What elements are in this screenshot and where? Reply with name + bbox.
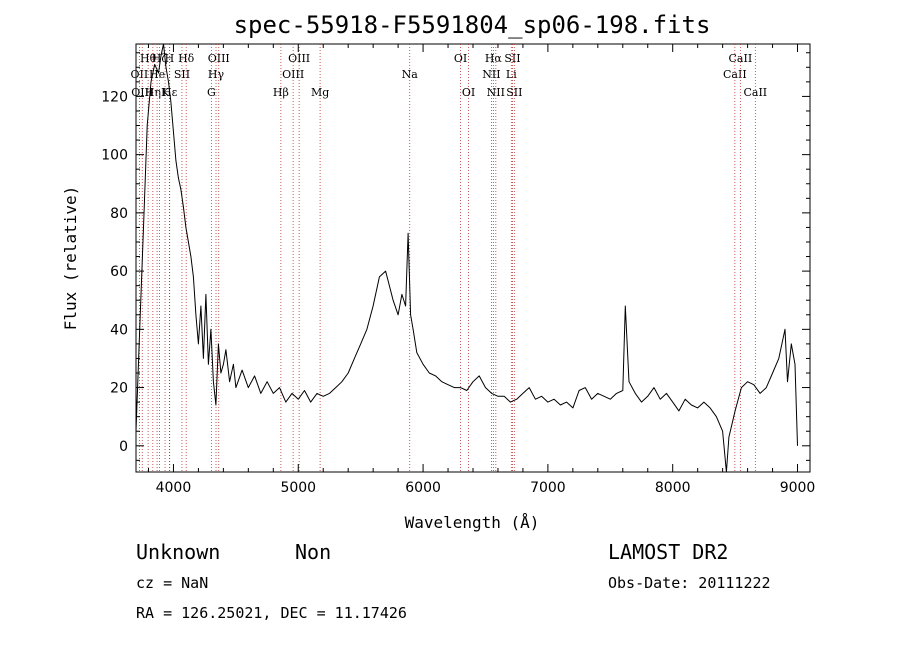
line-marker-label: OII [131, 68, 149, 81]
emission-line-markers: OIIOIIIHθHηHeHζKHHεSIIHδGHγOIIIHβOIIIOII… [131, 44, 767, 472]
x-tick-label: 5000 [280, 480, 316, 496]
y-tick-label: 80 [110, 206, 128, 222]
y-axis-label: Flux (relative) [61, 186, 80, 331]
line-marker-label: SII [506, 86, 522, 99]
redshift-text: cz = NaN [136, 574, 208, 592]
line-marker-label: Hη [145, 86, 161, 99]
info-block: Unknown Non LAMOST DR2 cz = NaN Obs-Date… [136, 540, 771, 622]
x-tick-label: 7000 [530, 480, 566, 496]
line-marker-label: CaII [729, 52, 753, 65]
line-marker-label: OI [462, 86, 475, 99]
line-marker-label: CaII [743, 86, 767, 99]
spectrum-line [135, 43, 798, 473]
survey-text: LAMOST DR2 [608, 540, 728, 564]
spectrum-series [135, 43, 798, 473]
x-tick-label: 6000 [405, 480, 441, 496]
plot-frame [135, 43, 811, 473]
chart-title: spec-55918-F5591804_sp06-198.fits [234, 11, 711, 39]
line-marker-label: NII [487, 86, 505, 99]
line-marker-label: K [161, 86, 170, 99]
y-tick-label: 60 [110, 264, 128, 280]
line-marker-label: Hθ [140, 52, 157, 65]
axis-ticks: 4000 5000 6000 7000 8000 9000 0 20 40 60 80 100 120 [101, 44, 815, 496]
line-marker-label: NII [482, 68, 500, 81]
x-tick-label: 8000 [655, 480, 691, 496]
subclass-text: Non [295, 540, 331, 564]
x-tick-label: 4000 [156, 480, 192, 496]
y-tick-label: 0 [119, 439, 128, 455]
line-marker-label: Hβ [273, 86, 289, 99]
obs-date-text: Obs-Date: 20111222 [608, 574, 771, 592]
line-marker-label: H [165, 52, 175, 65]
line-marker-label: Hζ [152, 52, 168, 65]
line-marker-label: Hα [485, 52, 503, 65]
x-axis-label: Wavelength (Å) [405, 513, 540, 532]
line-marker-label: Na [402, 68, 419, 81]
classification-text: Unknown [136, 540, 220, 564]
line-marker-label: CaII [723, 68, 747, 81]
line-marker-label: G [207, 86, 216, 99]
line-marker-label: OIII [282, 68, 304, 81]
line-marker-label: Hδ [178, 52, 195, 65]
y-tick-label: 120 [101, 89, 128, 105]
line-marker-label: OIII [288, 52, 310, 65]
line-marker-label: OIII [208, 52, 230, 65]
plot-area: OIIOIIIHθHηHeHζKHHεSIIHδGHγOIIIHβOIIIOII… [101, 43, 815, 496]
coordinates-text: RA = 126.25021, DEC = 11.17426 [136, 604, 407, 622]
y-tick-label: 100 [101, 148, 128, 164]
line-marker-label: SII [174, 68, 190, 81]
line-marker-label: Li [506, 68, 517, 81]
y-tick-label: 40 [110, 322, 128, 338]
line-marker-label: OI [454, 52, 467, 65]
x-tick-label: 9000 [780, 480, 816, 496]
line-marker-label: Mg [311, 86, 329, 99]
line-marker-label: Hγ [208, 68, 225, 81]
line-marker-label: SII [504, 52, 520, 65]
y-tick-label: 20 [110, 381, 128, 397]
